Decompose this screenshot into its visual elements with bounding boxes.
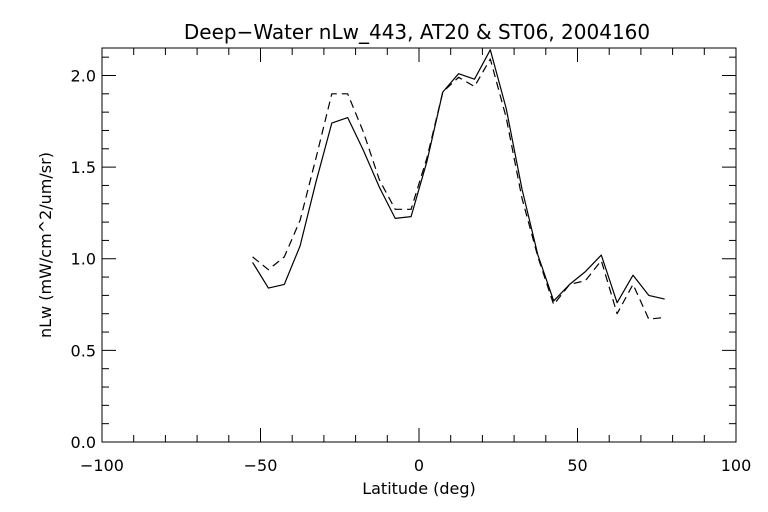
x-axis-ticks: −100 −50 0 50 100	[80, 48, 751, 475]
y-tick-label: 1.0	[71, 250, 96, 269]
y-tick-label: 0.0	[71, 433, 96, 452]
y-tick-label: 2.0	[71, 66, 96, 85]
series-layer	[252, 49, 665, 320]
x-tick-label: 0	[414, 456, 424, 475]
x-tick-label: 100	[721, 456, 752, 475]
y-tick-label: 0.5	[71, 341, 96, 360]
plot-frame	[101, 47, 737, 443]
x-tick-label: −100	[80, 456, 124, 475]
y-tick-label: 1.5	[71, 158, 96, 177]
y-axis-ticks: 0.0 0.5 1.0 1.5 2.0	[71, 56, 736, 452]
x-tick-label: 50	[567, 456, 587, 475]
chart-title: Deep−Water nLw_443, AT20 & ST06, 2004160	[184, 20, 650, 44]
series-line-dashed	[252, 58, 665, 320]
series-line-solid	[252, 49, 665, 304]
x-axis-label: Latitude (deg)	[362, 479, 476, 498]
y-axis-label: nLw (mW/cm^2/um/sr)	[36, 152, 55, 338]
x-tick-label: −50	[244, 456, 278, 475]
